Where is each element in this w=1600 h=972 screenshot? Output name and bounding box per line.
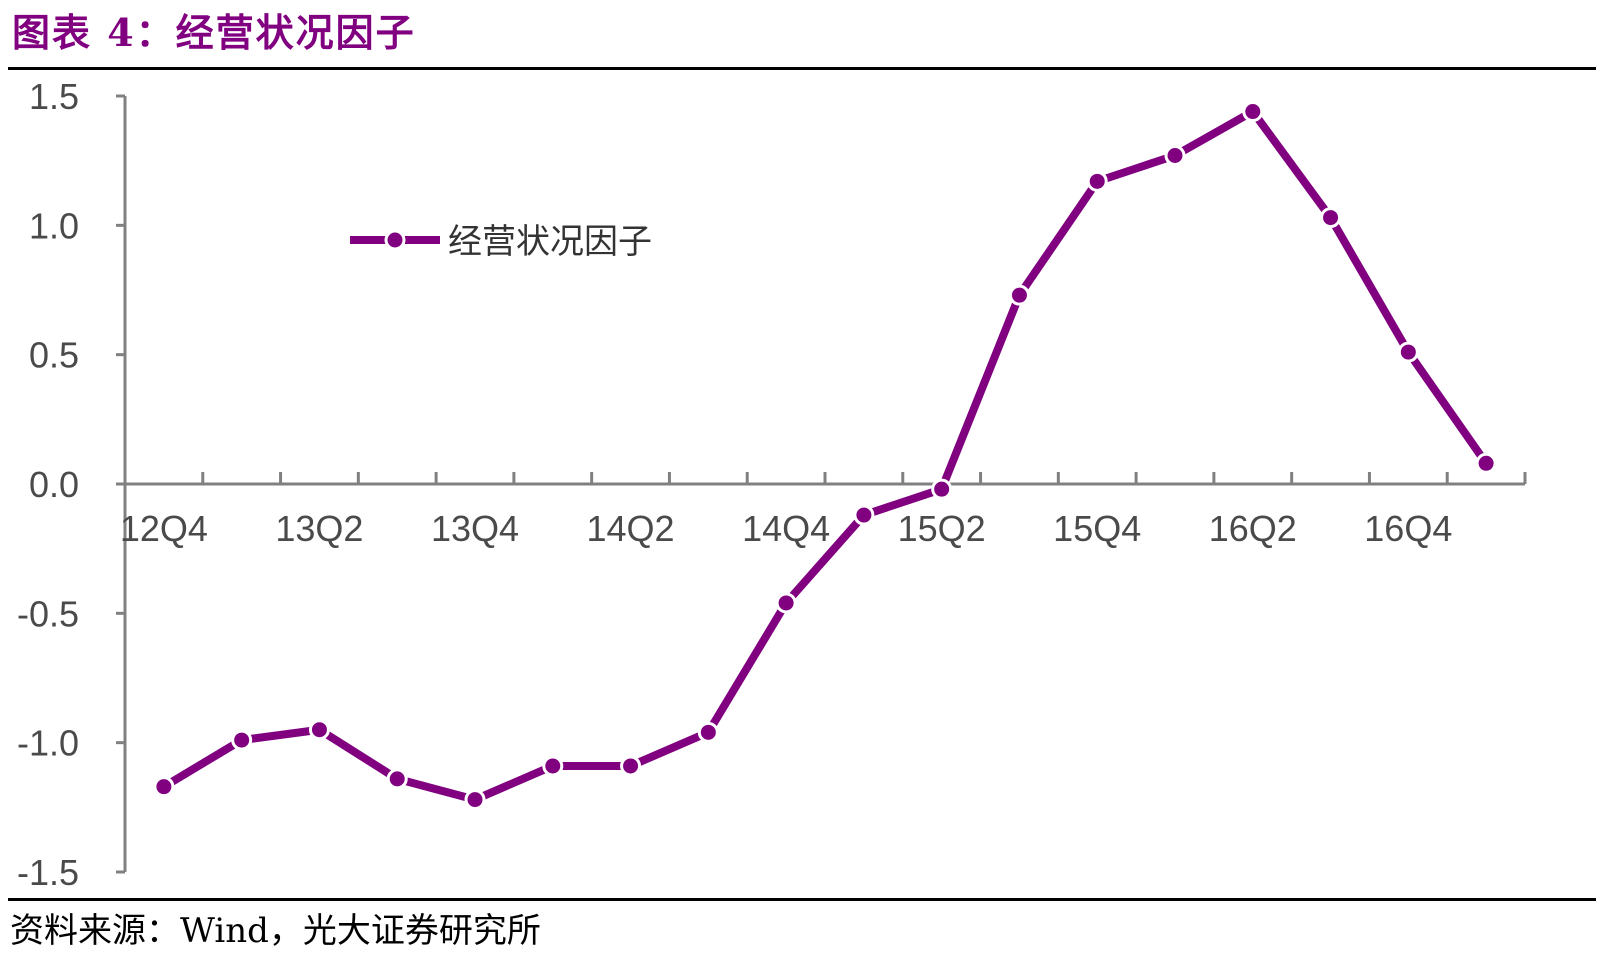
data-point [620, 755, 642, 777]
data-point [231, 729, 253, 751]
bottom-rule [8, 898, 1596, 901]
x-tick-label: 15Q4 [1053, 508, 1141, 549]
data-point [1475, 452, 1497, 474]
y-tick-label: 0.0 [29, 464, 79, 505]
x-tick-label: 14Q4 [742, 508, 830, 549]
source-note: 资料来源：Wind，光大证券研究所 [10, 911, 541, 951]
x-tick-label: 13Q2 [275, 508, 363, 549]
data-point [1086, 170, 1108, 192]
y-tick-label: 1.5 [29, 76, 79, 117]
data-point [697, 721, 719, 743]
top-rule [8, 67, 1596, 70]
axes: 1.5 1.0 0.5 0.0 -0.5 -1.0 -1.5 12Q4 13Q2 13Q4 14Q2… [17, 76, 1527, 893]
y-tick-label: 1.0 [29, 205, 79, 246]
series-layer [153, 101, 1497, 811]
data-point [386, 768, 408, 790]
x-tick-label: 16Q4 [1364, 508, 1452, 549]
legend: 经营状况因子 [350, 222, 652, 262]
legend-label: 经营状况因子 [448, 222, 652, 262]
data-point [853, 504, 875, 526]
x-tick-label: 12Q4 [120, 508, 208, 549]
data-point [775, 592, 797, 614]
x-tick-label: 14Q2 [587, 508, 675, 549]
x-tick-label: 13Q4 [431, 508, 519, 549]
data-point [308, 719, 330, 741]
x-tick-label: 15Q2 [898, 508, 986, 549]
x-tick-label: 16Q2 [1209, 508, 1297, 549]
legend-marker [384, 229, 406, 251]
y-tick-label: -1.0 [17, 723, 79, 764]
y-tick-label: 0.5 [29, 335, 79, 376]
figure-title: 图表 4：经营状况因子 [12, 10, 416, 55]
data-point [1320, 207, 1342, 229]
data-point [1242, 101, 1264, 123]
data-point [1397, 341, 1419, 363]
data-point [542, 755, 564, 777]
data-point [153, 776, 175, 798]
y-tick-label: -0.5 [17, 593, 79, 634]
series-line [161, 107, 1490, 804]
y-tick-label: -1.5 [17, 852, 79, 893]
data-point [464, 789, 486, 811]
data-point [1008, 284, 1030, 306]
data-point [1164, 144, 1186, 166]
data-point [931, 478, 953, 500]
